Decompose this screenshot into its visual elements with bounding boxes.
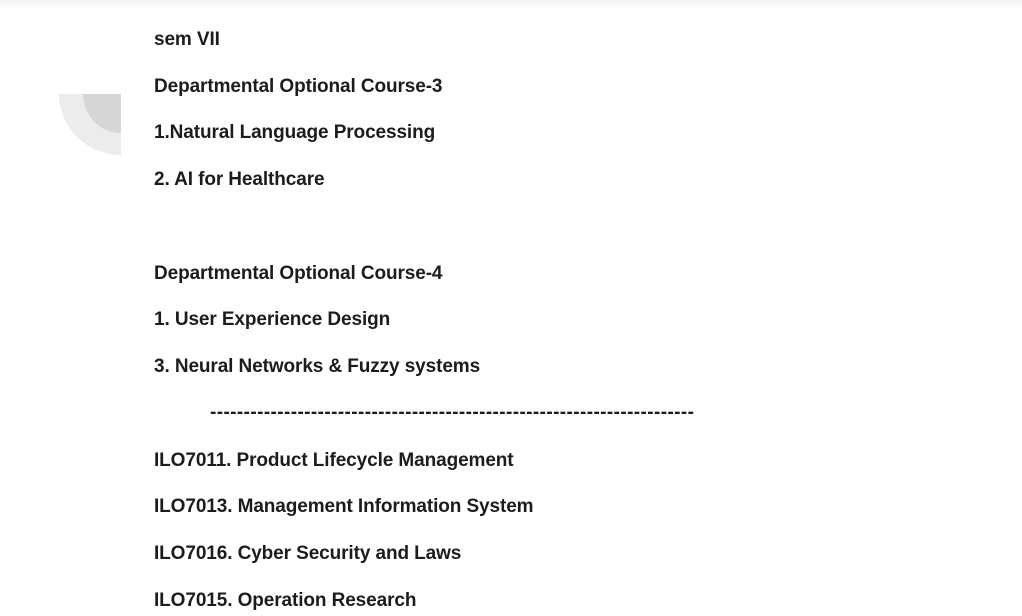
- course3-item: 2. AI for Healthcare: [154, 169, 325, 190]
- course3-item: 1.Natural Language Processing: [154, 122, 436, 143]
- semester-heading: sem VII: [154, 29, 220, 50]
- quarter-circle-arc-icon: [59, 94, 121, 155]
- ilo-item: ILO7015. Operation Research: [154, 590, 417, 611]
- course3-heading: Departmental Optional Course-3: [154, 76, 443, 97]
- dashed-separator: ----------------------------------------…: [210, 402, 695, 423]
- course4-item: 3. Neural Networks & Fuzzy systems: [154, 356, 481, 377]
- course4-heading: Departmental Optional Course-4: [154, 263, 443, 284]
- top-shadow: [0, 0, 1022, 10]
- ilo-item: ILO7013. Management Information System: [154, 496, 534, 517]
- ilo-item: ILO7016. Cyber Security and Laws: [154, 543, 462, 564]
- ilo-item: ILO7011. Product Lifecycle Management: [154, 450, 514, 471]
- course4-item: 1. User Experience Design: [154, 309, 391, 330]
